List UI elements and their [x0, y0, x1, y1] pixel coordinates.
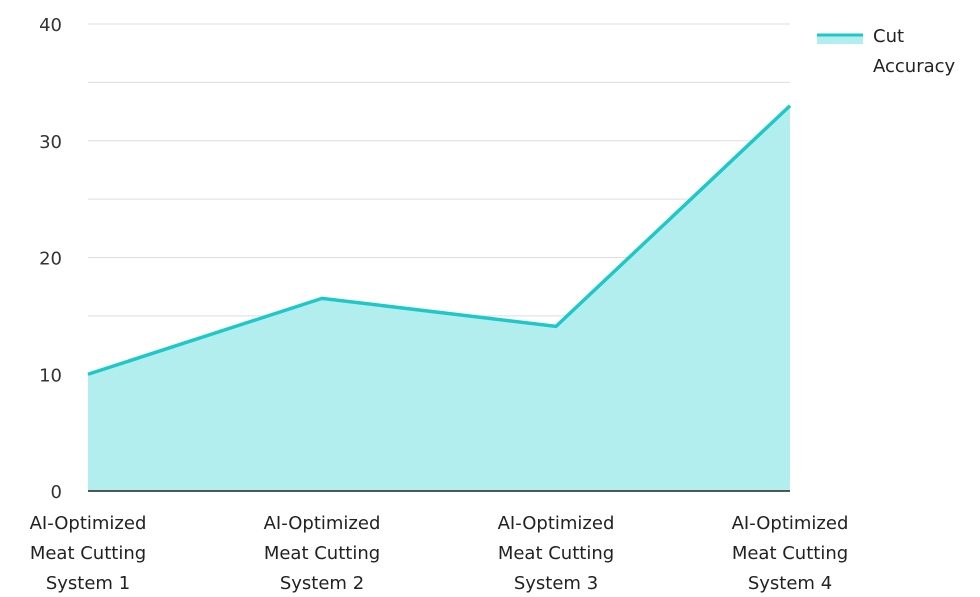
legend-swatch-fill: [817, 34, 863, 44]
legend: Cut Accuracy: [817, 26, 956, 77]
y-axis-ticks: 0 10 20 30 40: [39, 15, 62, 503]
x-tick-label: AI-Optimized Meat Cutting System 4: [732, 513, 849, 594]
series-line: [87, 104, 792, 376]
x-tick-label: AI-Optimized Meat Cutting System 1: [30, 513, 147, 594]
series-area: [87, 104, 792, 491]
x-tick-label: AI-Optimized Meat Cutting System 2: [264, 513, 381, 594]
series-area-fill: [88, 105, 790, 491]
y-tick-label: 40: [39, 15, 62, 36]
x-tick-label: AI-Optimized Meat Cutting System 3: [498, 513, 615, 594]
y-tick-label: 30: [39, 132, 62, 153]
y-tick-label: 10: [39, 365, 62, 386]
y-tick-label: 0: [51, 482, 62, 503]
x-axis-ticks: AI-Optimized Meat Cutting System 1 AI-Optim…: [30, 513, 849, 594]
legend-label: Cut Accuracy: [873, 26, 956, 77]
y-tick-label: 20: [39, 249, 62, 270]
